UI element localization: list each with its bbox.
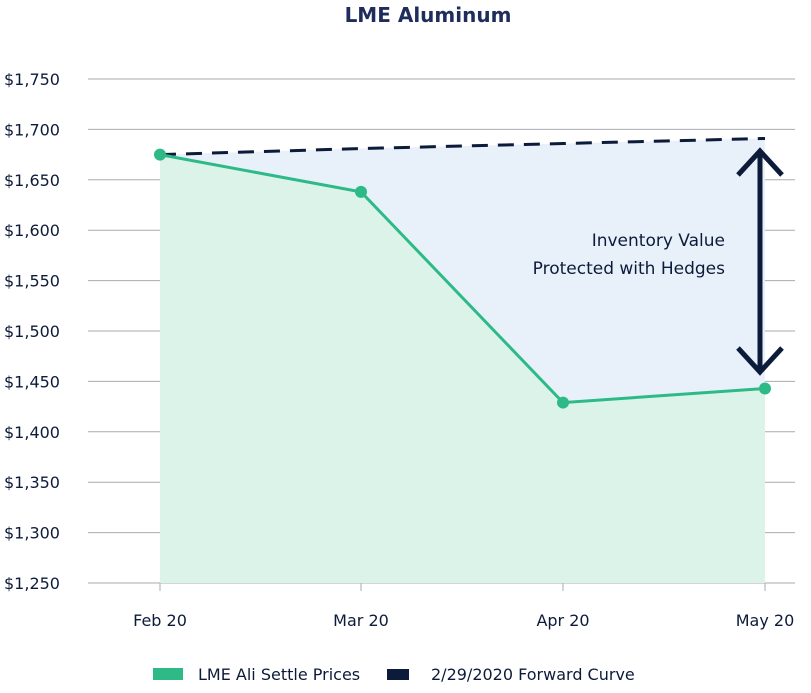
legend: LME Ali Settle Prices 2/29/2020 Forward …: [153, 665, 635, 684]
y-tick-label: $1,400: [4, 423, 60, 442]
x-tick-label: May 20: [736, 611, 795, 630]
x-tick-label: Feb 20: [133, 611, 187, 630]
y-tick-label: $1,350: [4, 473, 60, 492]
y-tick-label: $1,300: [4, 524, 60, 543]
y-tick-label: $1,500: [4, 322, 60, 341]
settle-price-point: [759, 382, 771, 395]
y-tick-label: $1,450: [4, 372, 60, 391]
annotation-line-1: Inventory Value: [592, 231, 725, 251]
settle-area-fill: [160, 154, 765, 583]
x-tick-label: Mar 20: [333, 611, 389, 630]
settle-price-point: [557, 396, 569, 409]
y-tick-label: $1,250: [4, 574, 60, 593]
y-tick-label: $1,550: [4, 272, 60, 291]
annotation-line-2: Protected with Hedges: [533, 259, 726, 279]
settle-price-point: [355, 185, 367, 198]
forward-curve-line: [159, 136, 766, 157]
legend-swatch-settle: [153, 668, 183, 680]
double-arrow-icon: [736, 147, 784, 376]
y-tick-label: $1,650: [4, 171, 60, 190]
legend-label-forward: 2/29/2020 Forward Curve: [431, 665, 635, 684]
legend-label-settle: LME Ali Settle Prices: [198, 665, 360, 684]
hedge-protected-area-fill: [160, 138, 765, 403]
legend-swatch-forward: [387, 669, 409, 680]
settle-price-point: [154, 148, 166, 161]
y-tick-label: $1,600: [4, 221, 60, 240]
y-tick-label: $1,750: [4, 70, 60, 89]
settle-price-line: [159, 153, 766, 405]
chart-title: LME Aluminum: [345, 3, 512, 27]
x-tick-label: Apr 20: [536, 611, 589, 630]
y-tick-label: $1,700: [4, 120, 60, 139]
